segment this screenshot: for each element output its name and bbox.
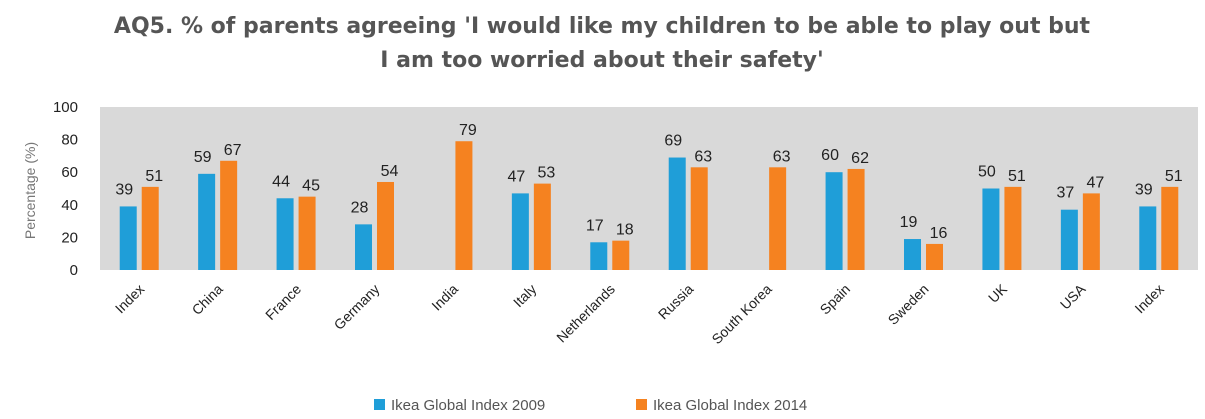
bar-2014 (141, 186, 159, 270)
bar-2014 (377, 181, 394, 270)
data-label-2009: 17 (586, 217, 604, 234)
bar-2014 (1004, 186, 1022, 270)
legend-label: Ikea Global Index 2014 (653, 397, 807, 414)
bar-2009 (904, 239, 921, 270)
data-label-2009: 50 (978, 164, 996, 181)
x-category-label: UK (985, 280, 1011, 306)
data-label-2009: 39 (1135, 181, 1153, 198)
bar-2014 (220, 160, 238, 270)
bar-2009 (511, 193, 529, 270)
bar-2009 (355, 224, 372, 270)
data-label-2014: 62 (851, 150, 869, 167)
bar-2009 (825, 172, 843, 270)
x-category-label: South Korea (708, 281, 775, 348)
y-tick-label: 60 (61, 164, 78, 181)
x-category-label: Index (1131, 281, 1167, 317)
chart-title-line-1: AQ5. % of parents agreeing 'I would like… (114, 14, 1091, 39)
data-label-2009: 39 (115, 181, 133, 198)
bar-2014 (1082, 193, 1100, 270)
data-label-2014: 63 (773, 148, 791, 165)
plot-area (100, 107, 1198, 270)
x-category-label: Italy (510, 281, 539, 310)
data-label-2009: 37 (1056, 185, 1074, 202)
bar-2009 (982, 188, 1000, 270)
data-label-2014: 47 (1086, 174, 1104, 191)
bar-2014 (847, 168, 865, 270)
data-label-2009: 44 (272, 173, 290, 190)
x-category-label: Spain (817, 281, 854, 318)
data-label-2009: 60 (821, 147, 839, 164)
bar-2009 (119, 206, 137, 270)
data-label-2014: 53 (537, 165, 555, 182)
data-label-2014: 51 (1008, 168, 1026, 185)
y-axis-ticks: 0 20 40 60 80 100 (53, 99, 78, 279)
x-category-label: Sweden (885, 281, 932, 328)
data-label-2014: 16 (930, 225, 948, 242)
data-label-2014: 18 (616, 222, 634, 239)
bar-2014 (612, 240, 630, 270)
x-category-label: India (428, 281, 461, 314)
bars (119, 141, 1179, 270)
bar-2014 (926, 243, 943, 270)
data-label-2014: 63 (694, 148, 712, 165)
data-labels: 39 51 59 67 44 45 28 54 79 47 53 17 18 69 63 63 60 62 19 16… (115, 122, 1182, 242)
data-label-2009: 47 (507, 168, 525, 185)
data-label-2014: 51 (145, 168, 163, 185)
bar-2014 (455, 141, 473, 270)
y-tick-label: 0 (70, 262, 78, 279)
legend-swatch (374, 399, 385, 410)
x-category-label: Russia (655, 281, 697, 323)
x-axis-labels: Index China France Germany India Italy Netherl… (112, 280, 1167, 347)
bar-2014 (769, 167, 787, 270)
bar-2009 (198, 173, 216, 270)
bar-2014 (690, 167, 708, 270)
chart-title-line-2: I am too worried about their safety' (380, 48, 823, 73)
data-label-2014: 54 (381, 163, 399, 180)
x-category-label: China (189, 281, 226, 318)
bar-2009 (276, 198, 294, 270)
x-category-label: Germany (331, 281, 383, 333)
bar-2009 (668, 157, 686, 270)
bar-2009 (590, 242, 608, 270)
x-category-label: Netherlands (553, 281, 618, 346)
data-label-2014: 51 (1165, 168, 1183, 185)
x-category-label: France (262, 281, 304, 323)
y-tick-label: 80 (61, 132, 78, 149)
x-category-label: USA (1057, 280, 1089, 312)
data-label-2014: 67 (224, 142, 242, 159)
bar-2014 (533, 183, 551, 270)
y-tick-label: 40 (61, 197, 78, 214)
legend: Ikea Global Index 2009 Ikea Global Index … (374, 397, 807, 414)
data-label-2014: 45 (302, 178, 320, 195)
data-label-2009: 69 (664, 133, 682, 150)
data-label-2009: 19 (900, 214, 918, 231)
y-tick-label: 100 (53, 99, 78, 116)
bar-2014 (1161, 186, 1179, 270)
data-label-2014: 79 (459, 122, 477, 139)
data-label-2009: 28 (351, 199, 369, 216)
data-label-2009: 59 (194, 149, 212, 166)
chart-title: AQ5. % of parents agreeing 'I would like… (114, 14, 1091, 73)
bar-2009 (1139, 206, 1157, 270)
y-axis-title: Percentage (%) (22, 142, 38, 239)
legend-swatch (636, 399, 647, 410)
bar-2009 (1060, 209, 1078, 270)
legend-label: Ikea Global Index 2009 (391, 397, 545, 414)
bar-2014 (298, 196, 316, 270)
x-category-label: Index (112, 281, 148, 317)
y-tick-label: 20 (61, 229, 78, 246)
